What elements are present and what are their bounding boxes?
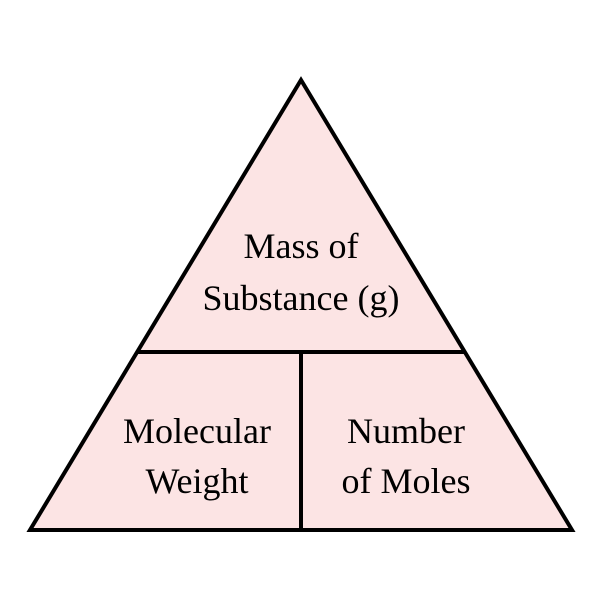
- bottom-left-label-line2: Weight: [145, 461, 248, 501]
- top-label-line2: Substance (g): [203, 278, 400, 318]
- bottom-left-label-line1: Molecular: [123, 411, 271, 451]
- bottom-right-label-line2: of Moles: [342, 461, 471, 501]
- bottom-left-section-label: Molecular Weight: [123, 411, 271, 501]
- bottom-right-section-label: Number of Moles: [342, 411, 471, 501]
- bottom-right-label-line1: Number: [347, 411, 465, 451]
- top-section-label: Mass of Substance (g): [203, 226, 400, 318]
- top-label-line1: Mass of: [244, 226, 359, 266]
